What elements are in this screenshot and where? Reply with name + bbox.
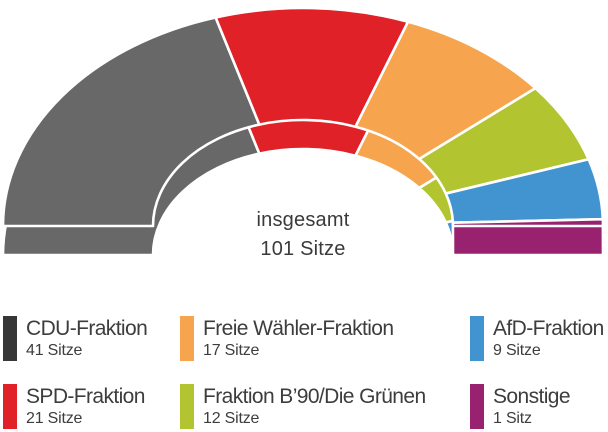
segment-sonstige — [451, 217, 605, 228]
legend-item-sonstige: Sonstige 1 Sitz — [470, 384, 571, 429]
legend-text: Fraktion B’90/Die Grünen 12 Sitze — [203, 384, 426, 428]
legend-seats: 21 Sitze — [26, 410, 83, 427]
legend-seats: 17 Sitze — [203, 342, 260, 359]
legend-seats: 1 Sitz — [493, 410, 532, 427]
center-label-line2: 101 Sitze — [260, 238, 346, 260]
chart-center-label: insgesamt 101 Sitze — [203, 206, 403, 264]
legend-text: Freie Wähler-Fraktion 17 Sitze — [203, 316, 394, 360]
legend-label: Sonstige — [493, 385, 571, 408]
legend-color-bar-cdu-fraktion — [3, 316, 17, 361]
legend-label: CDU-Fraktion — [26, 317, 148, 340]
legend-item-fraktion-b-90-die-gruenen: Fraktion B’90/Die Grünen 12 Sitze — [180, 384, 426, 429]
legend-text: SPD-Fraktion 21 Sitze — [26, 384, 145, 428]
legend-seats: 41 Sitze — [26, 342, 83, 359]
legend-label: SPD-Fraktion — [26, 385, 145, 408]
legend-color-bar-spd-fraktion — [3, 384, 17, 429]
legend-label: Freie Wähler-Fraktion — [203, 317, 394, 340]
legend-color-bar-afd-fraktion — [470, 316, 484, 361]
legend-text: Sonstige 1 Sitz — [493, 384, 571, 428]
legend-item-freie-waehler-fraktion: Freie Wähler-Fraktion 17 Sitze — [180, 316, 394, 361]
legend-text: CDU-Fraktion 41 Sitze — [26, 316, 148, 360]
legend-item-cdu-fraktion: CDU-Fraktion 41 Sitze — [3, 316, 148, 361]
legend-text: AfD-Fraktion 9 Sitze — [493, 316, 604, 360]
legend-color-bar-fraktion-b-90-die-gruenen — [180, 384, 194, 429]
segment-cdu-fraktion — [1, 16, 261, 228]
parliament-half-donut-chart — [1, 6, 605, 257]
center-label-line1: insgesamt — [256, 209, 350, 231]
legend-seats: 9 Sitze — [493, 342, 541, 359]
legend-label: AfD-Fraktion — [493, 317, 604, 340]
legend-item-spd-fraktion: SPD-Fraktion 21 Sitze — [3, 384, 145, 429]
legend-color-bar-freie-waehler-fraktion — [180, 316, 194, 361]
legend-seats: 12 Sitze — [203, 410, 260, 427]
legend-item-afd-fraktion: AfD-Fraktion 9 Sitze — [470, 316, 604, 361]
legend-color-bar-sonstige — [470, 384, 484, 429]
legend-label: Fraktion B’90/Die Grünen — [203, 385, 426, 408]
